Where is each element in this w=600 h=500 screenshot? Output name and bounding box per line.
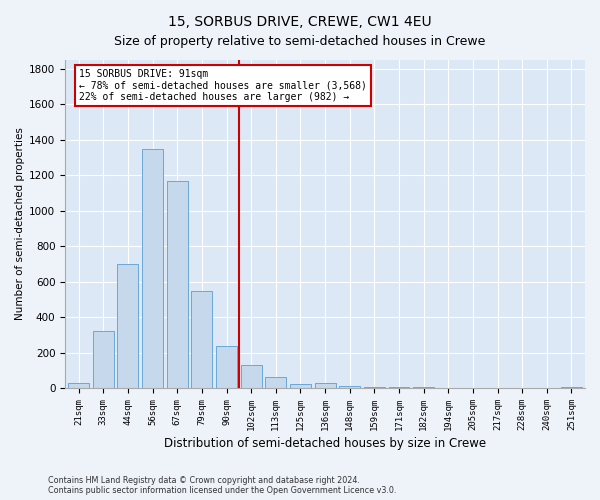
Bar <box>216 346 237 388</box>
Bar <box>93 332 114 388</box>
Bar <box>339 386 360 388</box>
Text: 15, SORBUS DRIVE, CREWE, CW1 4EU: 15, SORBUS DRIVE, CREWE, CW1 4EU <box>168 15 432 29</box>
Y-axis label: Number of semi-detached properties: Number of semi-detached properties <box>15 128 25 320</box>
Bar <box>265 378 286 388</box>
Text: 15 SORBUS DRIVE: 91sqm
← 78% of semi-detached houses are smaller (3,568)
22% of : 15 SORBUS DRIVE: 91sqm ← 78% of semi-det… <box>79 69 367 102</box>
Bar <box>389 387 409 388</box>
Bar <box>191 290 212 388</box>
Bar <box>118 264 139 388</box>
Bar <box>290 384 311 388</box>
Text: Size of property relative to semi-detached houses in Crewe: Size of property relative to semi-detach… <box>115 35 485 48</box>
Bar <box>364 386 385 388</box>
Bar <box>167 180 188 388</box>
Bar <box>314 383 335 388</box>
Bar <box>68 383 89 388</box>
Bar <box>142 148 163 388</box>
X-axis label: Distribution of semi-detached houses by size in Crewe: Distribution of semi-detached houses by … <box>164 437 486 450</box>
Text: Contains HM Land Registry data © Crown copyright and database right 2024.
Contai: Contains HM Land Registry data © Crown c… <box>48 476 397 495</box>
Bar <box>241 365 262 388</box>
